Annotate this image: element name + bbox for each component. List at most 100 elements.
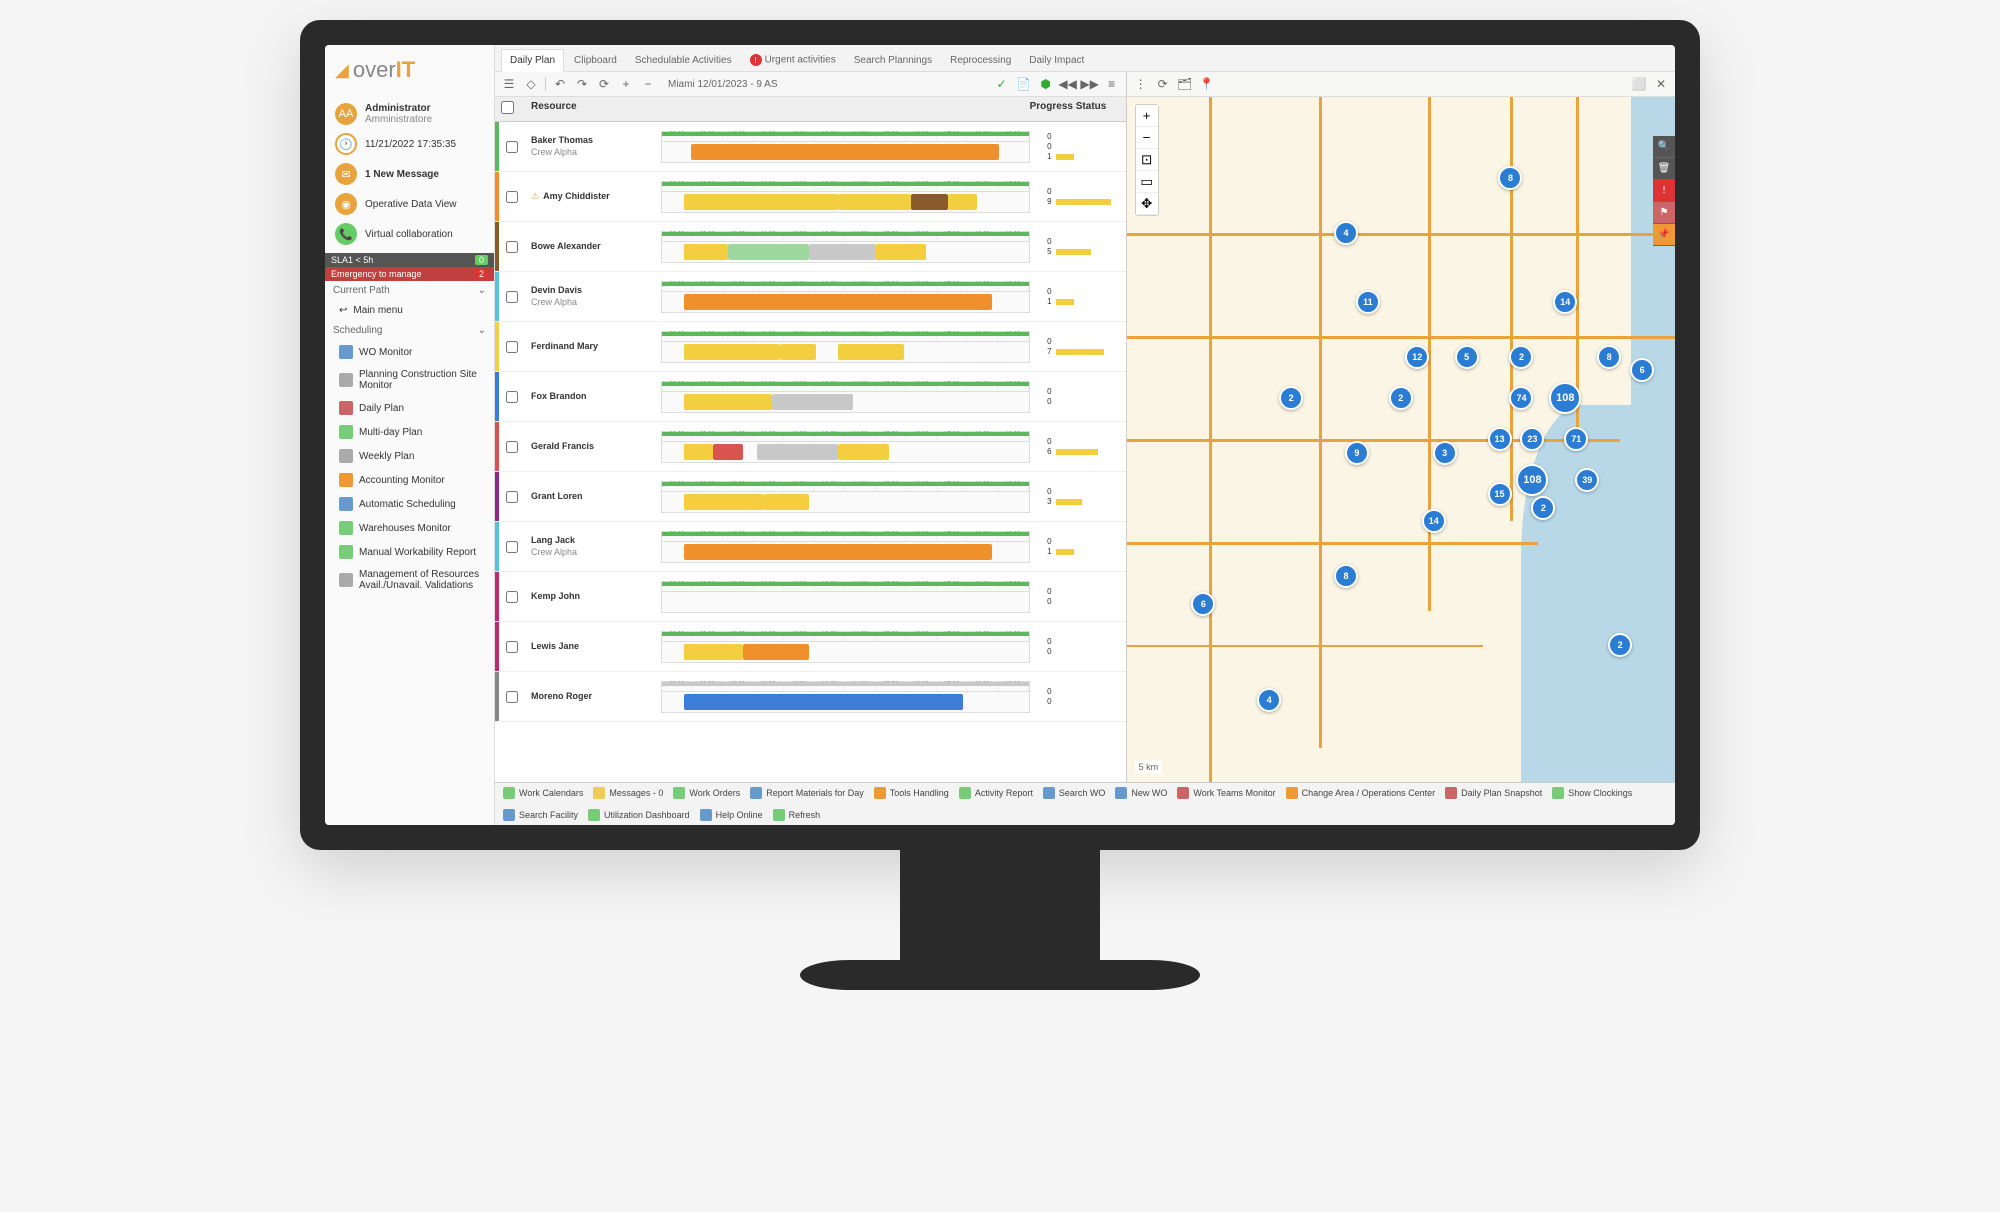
map-marker[interactable]: 2 [1389,386,1413,410]
footer-link[interactable]: Search WO [1043,787,1106,799]
cube-icon[interactable]: ⬢ [1038,76,1054,92]
map-marker[interactable]: 108 [1516,464,1548,496]
timeline[interactable]: 08:0009:0010:0011:0012:0013:0014:0015:00… [661,681,1030,713]
quick-link-0[interactable]: ◉ Operative Data View [333,189,486,219]
redo-icon[interactable]: ↷ [574,76,590,92]
schedule-row[interactable]: Gerald Francis 08:0009:0010:0011:0012:00… [495,422,1126,472]
flag-tool-icon[interactable]: ⚑ [1653,202,1675,224]
map-marker[interactable]: 6 [1191,592,1215,616]
timeline-bar[interactable] [911,194,948,210]
close-icon[interactable]: ✕ [1653,76,1669,92]
map-marker[interactable]: 74 [1509,386,1533,410]
map-marker[interactable]: 39 [1575,468,1599,492]
nav-item[interactable]: Multi-day Plan [325,420,494,444]
schedule-row[interactable]: Baker ThomasCrew Alpha 08:0009:0010:0011… [495,122,1126,172]
timeline-bar[interactable] [684,194,838,210]
map-marker[interactable]: 2 [1279,386,1303,410]
tab[interactable]: Daily Plan [501,49,564,72]
schedule-row[interactable]: Lang JackCrew Alpha 08:0009:0010:0011:00… [495,522,1126,572]
schedule-row[interactable]: Lewis Jane 08:0009:0010:0011:0012:0013:0… [495,622,1126,672]
schedule-row[interactable]: Fox Brandon 08:0009:0010:0011:0012:0013:… [495,372,1126,422]
alert-tool-icon[interactable]: ! [1653,180,1675,202]
map-menu-icon[interactable]: ⋮ [1133,76,1149,92]
schedule-body[interactable]: Baker ThomasCrew Alpha 08:0009:0010:0011… [495,122,1126,782]
timeline-bar[interactable] [838,444,889,460]
schedule-row[interactable]: Bowe Alexander 08:0009:0010:0011:0012:00… [495,222,1126,272]
map-marker[interactable]: 3 [1433,441,1457,465]
check-icon[interactable]: ✓ [994,76,1010,92]
map-marker[interactable]: 4 [1334,221,1358,245]
timeline[interactable]: 08:0009:0010:0011:0012:0013:0014:0015:00… [661,381,1030,413]
tab[interactable]: !Urgent activities [742,49,844,71]
menu-icon[interactable]: ☰ [501,76,517,92]
sla-bar[interactable]: SLA1 < 5h0 [325,253,494,267]
footer-link[interactable]: Tools Handling [874,787,949,799]
timeline[interactable]: 08:0009:0010:0011:0012:0013:0014:0015:00… [661,181,1030,213]
sla-bar[interactable]: Emergency to manage2 [325,267,494,281]
timeline-bar[interactable] [765,494,809,510]
map-marker[interactable]: 8 [1334,564,1358,588]
pan-button[interactable]: ✥ [1136,193,1158,215]
minus-icon[interactable]: − [640,76,656,92]
map-layers-icon[interactable]: 🗂 [1177,76,1193,92]
quick-link-1[interactable]: 📞 Virtual collaboration [333,219,486,249]
timeline-bar[interactable] [713,444,742,460]
footer-link[interactable]: Help Online [700,809,763,821]
trash-tool-icon[interactable]: 🗑 [1653,158,1675,180]
nav-item[interactable]: WO Monitor [325,340,494,364]
row-checkbox[interactable] [506,541,518,553]
footer-link[interactable]: Activity Report [959,787,1033,799]
row-checkbox[interactable] [506,291,518,303]
timeline[interactable]: 08:0009:0010:0011:0012:0013:0014:0015:00… [661,331,1030,363]
row-checkbox[interactable] [506,391,518,403]
map-marker[interactable]: 4 [1257,688,1281,712]
select-all-checkbox[interactable] [501,101,514,114]
footer-link[interactable]: Daily Plan Snapshot [1445,787,1542,799]
dropdown-icon[interactable]: ◇ [523,76,539,92]
timeline-bar[interactable] [691,144,999,160]
row-checkbox[interactable] [506,491,518,503]
timeline-bar[interactable] [875,244,926,260]
footer-link[interactable]: New WO [1115,787,1167,799]
footer-link[interactable]: Change Area / Operations Center [1286,787,1436,799]
footer-link[interactable]: Report Materials for Day [750,787,864,799]
timeline-bar[interactable] [728,244,809,260]
row-checkbox[interactable] [506,691,518,703]
timeline-bar[interactable] [684,444,713,460]
map-marker[interactable]: 14 [1422,509,1446,533]
map-marker[interactable]: 8 [1498,166,1522,190]
map-marker[interactable]: 23 [1520,427,1544,451]
user-info[interactable]: AA Administrator Amministratore [333,99,486,129]
schedule-row[interactable]: Grant Loren 08:0009:0010:0011:0012:0013:… [495,472,1126,522]
timeline-bar[interactable] [809,244,875,260]
nav-item[interactable]: Warehouses Monitor [325,516,494,540]
footer-link[interactable]: Messages - 0 [593,787,663,799]
schedule-row[interactable]: Moreno Roger 08:0009:0010:0011:0012:0013… [495,672,1126,722]
timeline[interactable]: 08:0009:0010:0011:0012:0013:0014:0015:00… [661,231,1030,263]
timeline[interactable]: 08:0009:0010:0011:0012:0013:0014:0015:00… [661,531,1030,563]
map-marker[interactable]: 9 [1345,441,1369,465]
tab[interactable]: Search Plannings [846,50,940,71]
map-marker[interactable]: 14 [1553,290,1577,314]
timeline[interactable]: 08:0009:0010:0011:0012:0013:0014:0015:00… [661,431,1030,463]
page-icon[interactable]: 📄 [1016,76,1032,92]
timeline[interactable]: 08:0009:0010:0011:0012:0013:0014:0015:00… [661,631,1030,663]
footer-link[interactable]: Work Orders [673,787,740,799]
map-marker[interactable]: 108 [1549,382,1581,414]
map-pin-icon[interactable]: 📍 [1199,76,1215,92]
timeline-bar[interactable] [684,644,743,660]
timeline-bar[interactable] [684,494,765,510]
nav-item[interactable]: Manual Workability Report [325,540,494,564]
pin-tool-icon[interactable]: 📌 [1653,224,1675,246]
current-path-header[interactable]: Current Path⌄ [325,281,494,300]
prev-icon[interactable]: ◀◀ [1060,76,1076,92]
timeline-bar[interactable] [757,444,838,460]
footer-link[interactable]: Work Calendars [503,787,583,799]
timeline-bar[interactable] [684,694,963,710]
map-refresh-icon[interactable]: ⟳ [1155,76,1171,92]
footer-link[interactable]: Search Facility [503,809,578,821]
timeline-bar[interactable] [772,394,853,410]
map-marker[interactable]: 13 [1488,427,1512,451]
messages-row[interactable]: ✉ 1 New Message [333,159,486,189]
footer-link[interactable]: Show Clockings [1552,787,1632,799]
